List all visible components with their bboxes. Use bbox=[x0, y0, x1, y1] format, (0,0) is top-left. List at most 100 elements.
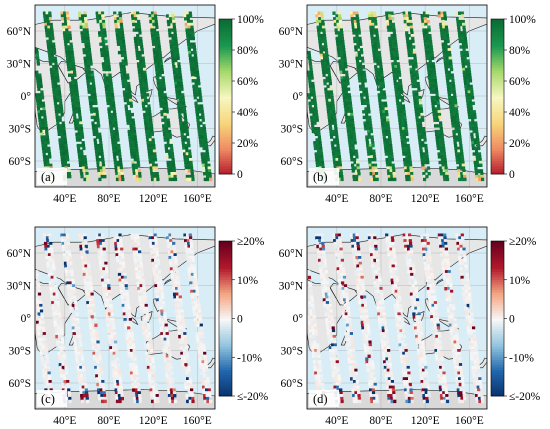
data-cell bbox=[308, 56, 312, 60]
data-cell bbox=[338, 163, 342, 167]
data-cell bbox=[183, 135, 187, 139]
data-cell bbox=[40, 110, 44, 114]
data-cell bbox=[319, 146, 323, 151]
data-cell bbox=[108, 334, 112, 339]
data-cell bbox=[153, 53, 157, 58]
data-cell bbox=[106, 101, 110, 105]
data-cell bbox=[366, 146, 370, 151]
data-cell bbox=[155, 45, 159, 49]
data-cell bbox=[182, 365, 186, 370]
data-cell bbox=[188, 377, 192, 381]
data-cell bbox=[459, 45, 463, 49]
data-cell bbox=[464, 81, 468, 86]
data-cell bbox=[118, 396, 122, 401]
data-cell bbox=[159, 303, 163, 308]
data-cell bbox=[460, 11, 464, 15]
data-cell bbox=[403, 121, 408, 125]
data-cell bbox=[442, 50, 446, 55]
data-cell bbox=[134, 17, 138, 21]
data-cell bbox=[399, 127, 403, 131]
data-cell bbox=[99, 163, 103, 167]
data-cell bbox=[112, 146, 116, 151]
data-cell bbox=[150, 169, 154, 173]
data-cell bbox=[346, 127, 350, 131]
data-cell bbox=[88, 318, 92, 322]
data-cell bbox=[429, 39, 433, 44]
data-cell bbox=[45, 28, 49, 32]
data-cell bbox=[442, 28, 446, 32]
data-cell bbox=[150, 172, 154, 176]
data-cell bbox=[205, 394, 209, 398]
data-cell bbox=[94, 146, 98, 151]
data-cell bbox=[187, 166, 191, 170]
data-cell bbox=[81, 360, 85, 364]
data-cell bbox=[37, 87, 41, 91]
data-cell bbox=[49, 67, 53, 72]
data-cell bbox=[147, 371, 151, 375]
data-cell bbox=[118, 14, 122, 18]
data-cell bbox=[467, 112, 471, 117]
data-cell bbox=[409, 70, 414, 74]
data-cell bbox=[140, 87, 144, 91]
data-cell bbox=[170, 394, 174, 398]
colorbar-segment bbox=[491, 21, 504, 25]
data-cell bbox=[103, 295, 107, 299]
data-cell bbox=[54, 62, 58, 66]
data-cell bbox=[444, 45, 448, 49]
data-cell bbox=[77, 127, 81, 131]
data-cell bbox=[437, 110, 441, 114]
data-cell bbox=[439, 28, 444, 32]
data-cell bbox=[150, 371, 154, 375]
colorbar-segment bbox=[219, 282, 232, 286]
data-cell bbox=[392, 48, 396, 52]
data-cell bbox=[161, 337, 165, 342]
data-cell bbox=[56, 301, 60, 305]
colorbar-segment bbox=[491, 91, 504, 95]
data-cell bbox=[60, 158, 64, 162]
data-cell bbox=[45, 129, 49, 134]
data-cell bbox=[443, 11, 447, 15]
data-cell bbox=[171, 36, 175, 41]
data-cell bbox=[338, 39, 342, 44]
data-cell bbox=[50, 253, 54, 257]
data-cell bbox=[371, 143, 375, 148]
data-cell bbox=[63, 155, 67, 159]
data-cell bbox=[437, 107, 441, 111]
data-cell bbox=[50, 76, 54, 80]
data-cell bbox=[41, 101, 45, 105]
data-cell bbox=[362, 115, 366, 120]
data-cell bbox=[159, 329, 164, 333]
data-cell bbox=[160, 70, 164, 74]
data-cell bbox=[181, 141, 185, 145]
data-cell bbox=[62, 351, 66, 356]
data-cell bbox=[100, 371, 104, 375]
data-cell bbox=[450, 118, 455, 122]
data-cell bbox=[171, 380, 175, 384]
data-cell bbox=[98, 31, 102, 35]
data-cell bbox=[105, 90, 109, 94]
data-cell bbox=[141, 98, 145, 103]
colorbar-segment bbox=[491, 124, 504, 128]
data-cell bbox=[77, 129, 81, 134]
data-cell bbox=[457, 129, 461, 134]
data-cell bbox=[386, 118, 390, 122]
data-cell bbox=[137, 19, 141, 24]
data-cell bbox=[467, 65, 471, 69]
data-cell bbox=[82, 247, 86, 251]
data-cell bbox=[84, 163, 88, 167]
data-cell bbox=[195, 289, 199, 294]
data-cell bbox=[154, 39, 158, 44]
data-cell bbox=[434, 124, 438, 128]
data-cell bbox=[117, 368, 121, 373]
data-cell bbox=[39, 349, 43, 353]
data-cell bbox=[167, 394, 172, 398]
data-cell bbox=[91, 96, 95, 100]
data-cell bbox=[164, 118, 168, 122]
data-cell bbox=[123, 295, 127, 299]
data-cell bbox=[332, 11, 336, 15]
data-cell bbox=[157, 306, 161, 311]
data-cell bbox=[445, 50, 449, 55]
data-cell bbox=[46, 39, 50, 44]
land-nz bbox=[203, 135, 215, 147]
data-cell bbox=[129, 143, 133, 148]
